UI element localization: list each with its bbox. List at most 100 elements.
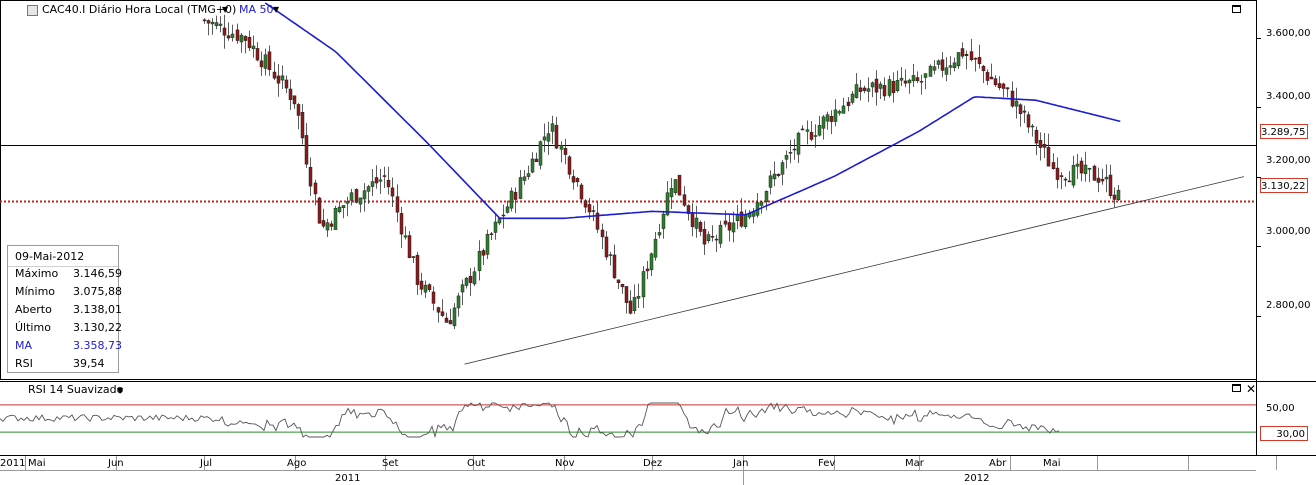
month-label: Abr [989, 458, 1007, 469]
candle-down [628, 300, 633, 314]
candle-up [362, 190, 367, 200]
candle-down [1051, 162, 1056, 169]
candle-down [1096, 177, 1101, 183]
candle-down [444, 317, 449, 323]
candle-down [374, 177, 379, 184]
symbol-label[interactable]: CAC40.I Diário Hora Local (TMG+0) [42, 3, 237, 16]
candle-down [1079, 160, 1084, 174]
year-label: 2012 [964, 473, 990, 484]
candle-down [407, 235, 412, 259]
info-box: 09-Mai-2012 Máximo 3.146,59 Mínimo 3.075… [7, 245, 122, 375]
candle-up [251, 45, 256, 49]
candle-up [928, 65, 933, 77]
candle-up [1116, 189, 1121, 201]
info-value: 3.130,22 [73, 321, 122, 334]
candle-up [542, 136, 547, 141]
candle-up [1075, 163, 1080, 167]
ma-label[interactable]: MA 50 [239, 3, 274, 16]
candle-down [1063, 178, 1068, 181]
candle-up [780, 162, 785, 175]
candle-up [669, 188, 674, 198]
candle-down [571, 176, 576, 183]
candle-up [841, 105, 846, 114]
info-date: 09-Mai-2012 [15, 250, 85, 263]
info-row-max: Máximo 3.146,59 [15, 267, 122, 285]
candle-down [915, 77, 920, 81]
price-tick-label: 3.600,00 [1266, 28, 1311, 39]
candle-up [505, 206, 510, 213]
candle-down [226, 35, 231, 39]
candle-down [1005, 87, 1010, 90]
rsi-close-icon[interactable]: ✕ [1246, 382, 1257, 396]
info-value: 3.146,59 [73, 267, 122, 280]
chart-tool-icon[interactable] [27, 5, 38, 16]
candle-up [653, 238, 658, 258]
candle-up [649, 253, 654, 271]
candle-down [448, 320, 453, 325]
candle-up [768, 175, 773, 188]
candle-up [1071, 164, 1076, 186]
info-label: RSI [15, 357, 33, 370]
candle-down [583, 200, 588, 208]
candle-down [985, 71, 990, 81]
rsi-dropdown-icon[interactable]: ▼ [117, 386, 124, 395]
candle-down [846, 101, 851, 106]
ma-50-line[interactable] [264, 2, 1121, 220]
month-label: Dez [643, 458, 663, 469]
candle-up [759, 201, 764, 206]
candle-down [427, 284, 432, 291]
candle-up [1083, 164, 1088, 174]
rsi-maximize-icon[interactable] [1232, 384, 1241, 392]
candle-down [1092, 165, 1097, 181]
candle-down [267, 51, 272, 70]
candle-down [354, 189, 359, 203]
candle-down [1038, 140, 1043, 148]
candle-down [616, 279, 621, 283]
candle-up [518, 177, 523, 199]
candle-down [1108, 174, 1113, 196]
rsi-title[interactable]: RSI 14 Suavizado [28, 383, 124, 396]
candle-up [423, 284, 428, 293]
month-label: Mar [905, 458, 924, 469]
candle-up [485, 234, 490, 255]
candle-up [661, 213, 666, 229]
candle-down [317, 197, 322, 224]
candle-down [800, 128, 805, 131]
candle-up [411, 256, 416, 258]
trendline[interactable] [464, 176, 1245, 365]
candle-up [956, 52, 961, 67]
candle-up [772, 173, 777, 180]
price-tick-label: 3.200,00 [1266, 155, 1311, 166]
candle-down [981, 65, 986, 72]
info-row-rsi: RSI 39,54 [15, 357, 115, 375]
candle-up [657, 232, 662, 236]
rsi-line[interactable] [0, 402, 1060, 439]
month-label: Set [382, 458, 399, 469]
candle-down [501, 214, 506, 217]
candle-down [313, 182, 318, 195]
candle-down [554, 125, 559, 149]
candle-down [206, 20, 211, 24]
candle-down [296, 104, 301, 116]
candle-up [665, 192, 670, 216]
candle-down [604, 236, 609, 258]
maximize-icon[interactable] [1232, 5, 1241, 13]
candle-down [997, 83, 1002, 88]
candle-up [706, 234, 711, 242]
candle-up [895, 80, 900, 92]
candle-up [731, 222, 736, 233]
candle-down [964, 54, 969, 56]
candle-up [325, 222, 330, 231]
candle-down [386, 179, 391, 188]
month-label: Nov [555, 458, 575, 469]
candle-up [239, 34, 244, 43]
candle-down [882, 85, 887, 97]
candle-down [776, 173, 781, 176]
candle-down [587, 204, 592, 213]
symbol-dropdown-icon[interactable]: ▼ [222, 5, 229, 14]
candle-down [595, 212, 600, 230]
candle-down [710, 236, 715, 238]
ma-dropdown-icon[interactable]: ▼ [273, 5, 280, 14]
candle-up [341, 205, 346, 209]
